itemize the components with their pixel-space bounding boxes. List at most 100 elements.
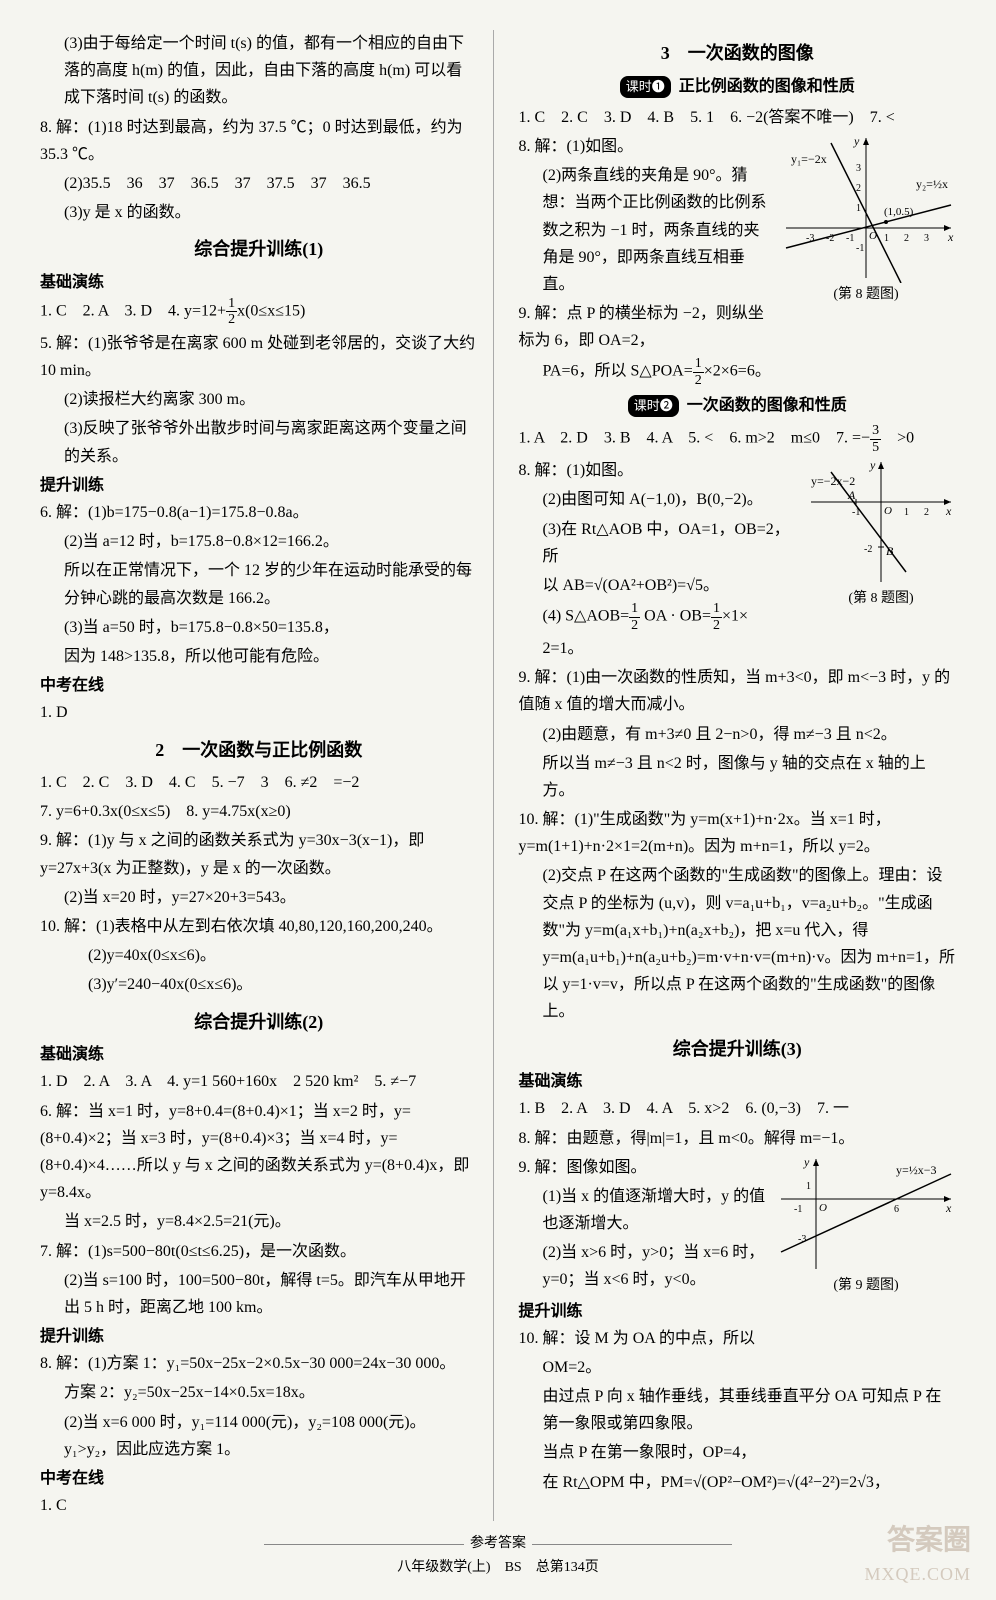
text: 1. C 2. A 3. D 4. y=12+	[40, 303, 226, 320]
text: 1. C 2. C 3. D 4. C 5. −7 3 6. ≠2 =−2	[40, 769, 478, 796]
svg-text:3: 3	[924, 233, 929, 244]
subsection: 课时❷ 一次函数的图像和性质	[519, 392, 957, 419]
label-jichu: 基础演练	[40, 1041, 478, 1068]
text: 6. 解：(1)b=175−0.8(a−1)=175.8−0.8a。	[40, 499, 478, 526]
figure-caption: (第 8 题图)	[776, 283, 956, 307]
text: (2)35.5 36 37 36.5 37 37.5 37 36.5	[40, 170, 478, 197]
section-title: 3 一次函数的图像	[519, 38, 957, 69]
text: (3)由于每给定一个时间 t(s) 的值，都有一个相应的自由下落的高度 h(m)…	[40, 30, 478, 112]
text: x(0≤x≤15)	[237, 303, 305, 320]
svg-text:-2: -2	[826, 233, 834, 244]
label-tisheng: 提升训练	[519, 1298, 957, 1325]
text: (2)当 a=12 时，b=175.8−0.8×12=166.2。	[40, 528, 478, 555]
svg-text:y: y	[869, 458, 876, 472]
text: (3)y′=240−40x(0≤x≤6)。	[40, 971, 478, 998]
text: 10. 解：(1)"生成函数"为 y=m(x+1)+n·2x。当 x=1 时，y…	[519, 806, 957, 860]
text: 由过点 P 向 x 轴作垂线，其垂线垂直平分 OA 可知点 P 在第一象限或第四…	[519, 1383, 957, 1437]
text: OM=2。	[519, 1354, 957, 1381]
text: 5. 解：(1)张爷爷是在离家 600 m 处碰到老邻居的，交谈了大约 10 m…	[40, 330, 478, 384]
text: 因为 148>135.8，所以他可能有危险。	[40, 643, 478, 670]
text: 一次函数的图像和性质	[687, 397, 847, 414]
figure-8a: x y y₁=−2x y₂=½x (1,0.5) -3 -2 -1 O 1 2 …	[776, 133, 956, 307]
footer-grade: 八年级数学(上) BS 总第134页	[0, 1556, 996, 1580]
keshi-badge: 课时❷	[628, 395, 679, 417]
figure-9: x y y=½x−3 -1 O 6 1 -3 (第 9 题图)	[776, 1154, 956, 1298]
svg-text:y: y	[803, 1155, 810, 1169]
right-column: 3 一次函数的图像 课时❶ 正比例函数的图像和性质 1. C 2. C 3. D…	[514, 30, 957, 1521]
text: 10. 解：设 M 为 OA 的中点，所以	[519, 1325, 957, 1352]
svg-text:2: 2	[904, 233, 909, 244]
svg-text:O: O	[819, 1202, 827, 1214]
svg-text:1: 1	[806, 1181, 811, 1192]
label-zhongkao: 中考在线	[40, 1465, 478, 1492]
text: 1. B 2. A 3. D 4. A 5. x>2 6. (0,−3) 7. …	[519, 1095, 957, 1122]
svg-text:y₂=½x: y₂=½x	[916, 177, 948, 191]
text: 6. 解：当 x=1 时，y=8+0.4=(8+0.4)×1；当 x=2 时，y…	[40, 1098, 478, 1207]
label-jichu: 基础演练	[40, 269, 478, 296]
text: 1. D 2. A 3. A 4. y=1 560+160x 2 520 km²…	[40, 1068, 478, 1095]
keshi-badge: 课时❶	[620, 76, 671, 98]
section-title: 2 一次函数与正比例函数	[40, 735, 478, 766]
text: (3)y 是 x 的函数。	[40, 199, 478, 226]
svg-text:6: 6	[894, 1204, 899, 1215]
text: (2)当 x=6 000 时，y₁=114 000(元)，y₂=108 000(…	[40, 1409, 478, 1463]
svg-text:x: x	[945, 1201, 952, 1215]
svg-text:-1: -1	[846, 233, 854, 244]
text: 正比例函数的图像和性质	[679, 78, 855, 95]
svg-text:x: x	[945, 504, 952, 518]
text: (3)反映了张爷爷外出散步时间与离家距离这两个变量之间的关系。	[40, 415, 478, 469]
text: 8. 解：由题意，得|m|=1，且 m<0。解得 m=−1。	[519, 1125, 957, 1152]
figure-caption: (第 8 题图)	[806, 587, 956, 611]
svg-text:1: 1	[884, 233, 889, 244]
text: (2)y=40x(0≤x≤6)。	[40, 942, 478, 969]
label-zhongkao: 中考在线	[40, 672, 478, 699]
text: (2)交点 P 在这两个函数的"生成函数"的图像上。理由：设交点 P 的坐标为 …	[519, 862, 957, 1025]
label-jichu: 基础演练	[519, 1068, 957, 1095]
section-title: 综合提升训练(1)	[40, 234, 478, 265]
text: 9. 解：点 P 的横坐标为 −2，则纵坐标为 6，即 OA=2，	[519, 300, 957, 354]
svg-text:-3: -3	[806, 233, 814, 244]
svg-text:y=½x−3: y=½x−3	[896, 1163, 937, 1177]
svg-text:2: 2	[856, 183, 861, 194]
text: 1. D	[40, 699, 478, 726]
text: 所以在正常情况下，一个 12 岁的少年在运动时能承受的每分钟心跳的最高次数是 1…	[40, 557, 478, 611]
text: 1. A 2. D 3. B 4. A 5. < 6. m>2 m≤0 7. =…	[519, 423, 957, 455]
svg-text:(1,0.5): (1,0.5)	[884, 206, 914, 218]
text: 9. 解：(1)由一次函数的性质知，当 m+3<0，即 m<−3 时，y 的值随…	[519, 664, 957, 718]
text: 方案 2：y₂=50x−25x−14×0.5x=18x。	[40, 1379, 478, 1406]
svg-text:B: B	[886, 544, 894, 558]
text: 所以当 m≠−3 且 n<2 时，图像与 y 轴的交点在 x 轴的上方。	[519, 750, 957, 804]
svg-text:A: A	[847, 488, 856, 502]
text: (2)当 s=100 时，100=500−80t，解得 t=5。即汽车从甲地开出…	[40, 1267, 478, 1321]
text: 当 x=2.5 时，y=8.4×2.5=21(元)。	[40, 1208, 478, 1235]
text: 8. 解：(1)18 时达到最高，约为 37.5 ℃；0 时达到最低，约为 35…	[40, 114, 478, 168]
text: (3)当 a=50 时，b=175.8−0.8×50=135.8，	[40, 614, 478, 641]
svg-text:y=−2x−2: y=−2x−2	[811, 474, 855, 488]
figure-caption: (第 9 题图)	[776, 1274, 956, 1298]
text: 在 Rt△OPM 中，PM=√(OP²−OM²)=√(4²−2²)=2√3，	[519, 1469, 957, 1496]
svg-text:1: 1	[904, 507, 909, 518]
svg-text:O: O	[869, 230, 877, 242]
svg-text:y₁=−2x: y₁=−2x	[791, 152, 827, 166]
section-title: 综合提升训练(3)	[519, 1034, 957, 1065]
watermark-url: MXQE.COM	[864, 1559, 971, 1590]
text: PA=6，所以 S△POA=12×2×6=6。	[519, 356, 957, 388]
figure-8b: x y y=−2x−2 A B -1 O 1 2 -2 (第 8 题图)	[806, 457, 956, 611]
text: 7. y=6+0.3x(0≤x≤5) 8. y=4.75x(x≥0)	[40, 798, 478, 825]
label-tisheng: 提升训练	[40, 472, 478, 499]
svg-text:-2: -2	[864, 544, 872, 555]
svg-text:-1: -1	[852, 507, 860, 518]
left-column: (3)由于每给定一个时间 t(s) 的值，都有一个相应的自由下落的高度 h(m)…	[40, 30, 494, 1521]
text: 当点 P 在第一象限时，OP=4，	[519, 1439, 957, 1466]
footer-ref: 参考答案	[470, 1536, 526, 1551]
text: 7. 解：(1)s=500−80t(0≤t≤6.25)，是一次函数。	[40, 1238, 478, 1265]
text: (2)由题意，有 m+3≠0 且 2−n>0，得 m≠−3 且 n<2。	[519, 721, 957, 748]
label-tisheng: 提升训练	[40, 1323, 478, 1350]
page-footer: 参考答案 八年级数学(上) BS 总第134页	[0, 1532, 996, 1580]
svg-text:x: x	[947, 230, 954, 244]
text: 9. 解：(1)y 与 x 之间的函数关系式为 y=30x−3(x−1)，即 y…	[40, 827, 478, 881]
svg-text:-1: -1	[794, 1204, 802, 1215]
answer-row: 1. C 2. A 3. D 4. y=12+12x(0≤x≤15)	[40, 296, 478, 328]
svg-text:1: 1	[856, 203, 861, 214]
text: (2)读报栏大约离家 300 m。	[40, 386, 478, 413]
